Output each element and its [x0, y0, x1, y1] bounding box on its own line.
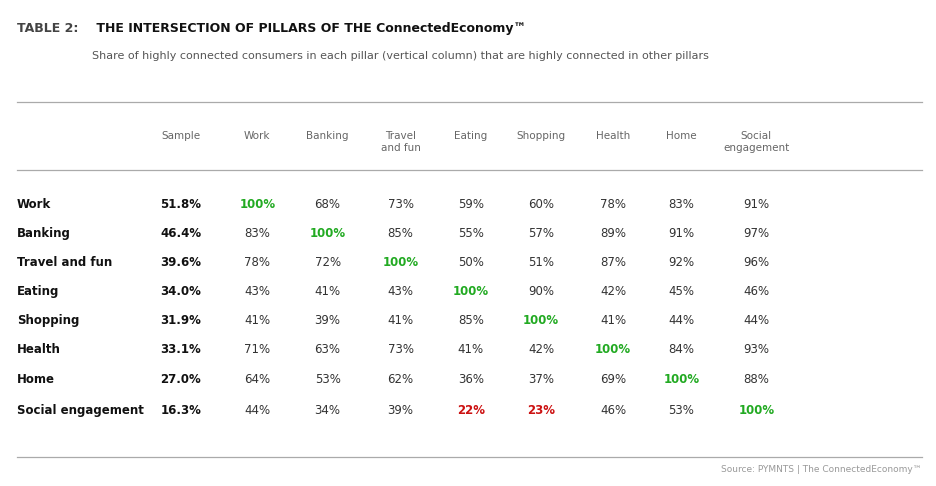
- Text: 100%: 100%: [240, 198, 275, 210]
- Text: 100%: 100%: [595, 344, 631, 356]
- Text: 90%: 90%: [528, 285, 554, 298]
- Text: 42%: 42%: [600, 285, 626, 298]
- Text: 91%: 91%: [668, 227, 695, 240]
- Text: 46%: 46%: [600, 404, 626, 417]
- Text: 50%: 50%: [458, 256, 484, 269]
- Text: THE INTERSECTION OF PILLARS OF THE ConnectedEconomy™: THE INTERSECTION OF PILLARS OF THE Conne…: [92, 22, 526, 35]
- Text: 83%: 83%: [244, 227, 271, 240]
- Text: 43%: 43%: [244, 285, 271, 298]
- Text: Social engagement: Social engagement: [17, 404, 144, 417]
- Text: 100%: 100%: [310, 227, 345, 240]
- Text: 55%: 55%: [458, 227, 484, 240]
- Text: 31.9%: 31.9%: [160, 314, 201, 327]
- Text: 89%: 89%: [600, 227, 626, 240]
- Text: 68%: 68%: [314, 198, 341, 210]
- Text: 100%: 100%: [523, 314, 559, 327]
- Text: Shopping: Shopping: [17, 314, 80, 327]
- Text: 41%: 41%: [314, 285, 341, 298]
- Text: 96%: 96%: [743, 256, 769, 269]
- Text: Home: Home: [17, 373, 55, 385]
- Text: 87%: 87%: [600, 256, 626, 269]
- Text: 39.6%: 39.6%: [160, 256, 201, 269]
- Text: 42%: 42%: [528, 344, 554, 356]
- Text: 72%: 72%: [314, 256, 341, 269]
- Text: Home: Home: [666, 131, 696, 141]
- Text: 41%: 41%: [600, 314, 626, 327]
- Text: 39%: 39%: [314, 314, 341, 327]
- Text: 59%: 59%: [458, 198, 484, 210]
- Text: Sample: Sample: [161, 131, 200, 141]
- Text: 41%: 41%: [388, 314, 414, 327]
- Text: 64%: 64%: [244, 373, 271, 385]
- Text: Travel
and fun: Travel and fun: [381, 131, 420, 153]
- Text: 34%: 34%: [314, 404, 341, 417]
- Text: 97%: 97%: [743, 227, 769, 240]
- Text: 46%: 46%: [743, 285, 769, 298]
- Text: 33.1%: 33.1%: [160, 344, 201, 356]
- Text: 92%: 92%: [668, 256, 695, 269]
- Text: 60%: 60%: [528, 198, 554, 210]
- Text: Eating: Eating: [454, 131, 488, 141]
- Text: 16.3%: 16.3%: [160, 404, 201, 417]
- Text: 57%: 57%: [528, 227, 554, 240]
- Text: 41%: 41%: [244, 314, 271, 327]
- Text: Work: Work: [244, 131, 271, 141]
- Text: 83%: 83%: [668, 198, 695, 210]
- Text: Share of highly connected consumers in each pillar (vertical column) that are hi: Share of highly connected consumers in e…: [92, 51, 709, 61]
- Text: 23%: 23%: [527, 404, 555, 417]
- Text: 44%: 44%: [244, 404, 271, 417]
- Text: 39%: 39%: [388, 404, 414, 417]
- Text: 36%: 36%: [458, 373, 484, 385]
- Text: 45%: 45%: [668, 285, 695, 298]
- Text: 37%: 37%: [528, 373, 554, 385]
- Text: 85%: 85%: [458, 314, 484, 327]
- Text: 53%: 53%: [314, 373, 341, 385]
- Text: 85%: 85%: [388, 227, 414, 240]
- Text: 73%: 73%: [388, 198, 414, 210]
- Text: 100%: 100%: [453, 285, 489, 298]
- Text: 100%: 100%: [664, 373, 699, 385]
- Text: Source: PYMNTS | The ConnectedEconomy™: Source: PYMNTS | The ConnectedEconomy™: [722, 465, 922, 474]
- Text: 41%: 41%: [458, 344, 484, 356]
- Text: Health: Health: [596, 131, 630, 141]
- Text: 93%: 93%: [743, 344, 769, 356]
- Text: 73%: 73%: [388, 344, 414, 356]
- Text: 100%: 100%: [383, 256, 418, 269]
- Text: 69%: 69%: [600, 373, 626, 385]
- Text: 53%: 53%: [668, 404, 695, 417]
- Text: Travel and fun: Travel and fun: [17, 256, 112, 269]
- Text: Shopping: Shopping: [517, 131, 565, 141]
- Text: 27.0%: 27.0%: [160, 373, 201, 385]
- Text: 46.4%: 46.4%: [160, 227, 201, 240]
- Text: 51%: 51%: [528, 256, 554, 269]
- Text: 91%: 91%: [743, 198, 769, 210]
- Text: 44%: 44%: [743, 314, 769, 327]
- Text: 78%: 78%: [600, 198, 626, 210]
- Text: Eating: Eating: [17, 285, 59, 298]
- Text: 84%: 84%: [668, 344, 695, 356]
- Text: Work: Work: [17, 198, 51, 210]
- Text: 43%: 43%: [388, 285, 414, 298]
- Text: 62%: 62%: [388, 373, 414, 385]
- Text: Social
engagement: Social engagement: [724, 131, 789, 153]
- Text: 34.0%: 34.0%: [160, 285, 201, 298]
- Text: Banking: Banking: [306, 131, 349, 141]
- Text: 78%: 78%: [244, 256, 271, 269]
- Text: 22%: 22%: [457, 404, 485, 417]
- Text: Health: Health: [17, 344, 61, 356]
- Text: 100%: 100%: [739, 404, 774, 417]
- Text: 44%: 44%: [668, 314, 695, 327]
- Text: TABLE 2:: TABLE 2:: [17, 22, 79, 35]
- Text: 51.8%: 51.8%: [160, 198, 201, 210]
- Text: Banking: Banking: [17, 227, 71, 240]
- Text: 88%: 88%: [743, 373, 769, 385]
- Text: 63%: 63%: [314, 344, 341, 356]
- Text: 71%: 71%: [244, 344, 271, 356]
